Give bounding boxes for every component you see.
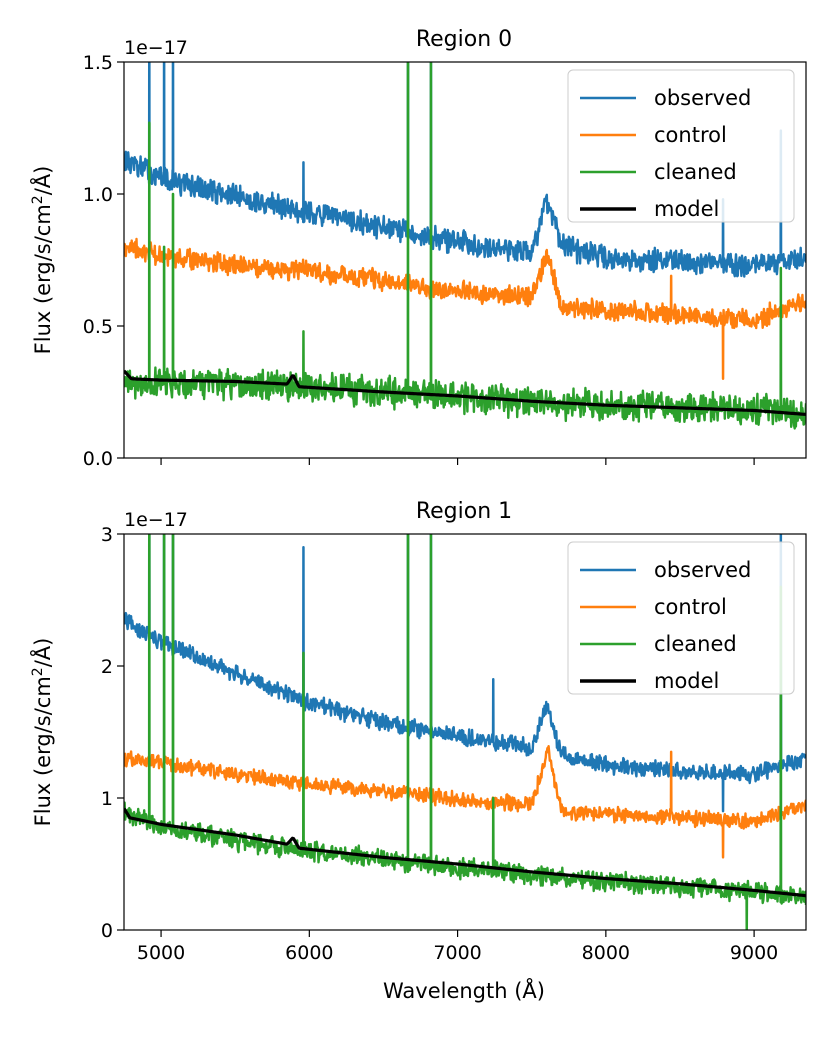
legend: observed control cleaned model [567,69,795,223]
y-axis-label-part: /Å) [29,166,55,196]
y-tick-label: 1 [101,788,113,810]
series-line-control [124,745,806,859]
panel-title: Region 1 [416,499,512,524]
legend-box [567,541,795,695]
x-tick-label: 5000 [137,942,185,964]
series-line-observed [124,534,806,813]
axes-frame [123,533,807,931]
legend-label-model: model [654,669,719,693]
legend-label-cleaned: cleaned [654,160,737,184]
y-tick-label: 0.0 [83,448,113,470]
x-tick-label: 9000 [730,942,778,964]
x-tick-label: 8000 [582,942,630,964]
legend: observed control cleaned model [567,541,795,695]
y-tick-label: 3 [101,524,113,546]
series-line-control [124,237,806,380]
legend-label-observed: observed [654,86,751,110]
y-axis-label-part: /Å) [29,638,55,668]
series-line-model [124,369,806,416]
legend-label-model: model [654,197,719,221]
y-tick-label: 0 [101,920,113,942]
panel-region-0: Region 0 1e−17 0.0 0.5 1.0 1.5 observed cont… [29,27,807,470]
y-axis-label-part: Flux (erg/s/cm [31,676,55,826]
offset-text: 1e−17 [124,509,188,531]
legend-label-cleaned: cleaned [654,632,737,656]
y-tick-label: 1.0 [83,184,113,206]
x-tick-label: 6000 [285,942,333,964]
axes: 0.0 0.5 1.0 1.5 [83,52,807,470]
series-line-observed [124,62,806,278]
y-tick-label: 1.5 [83,52,113,74]
plot-area [124,534,806,930]
series-layer [124,62,806,430]
plot-area [124,62,806,430]
axes: 5000 6000 7000 8000 9000 0 1 2 3 [101,524,807,964]
series-line-cleaned [124,62,806,430]
series-layer [124,534,806,930]
legend-label-control: control [654,123,727,147]
axes-frame [123,61,807,459]
panel-title: Region 0 [416,27,512,52]
x-axis-label: Wavelength (Å) [383,977,545,1003]
legend-box [567,69,795,223]
x-tick-label: 7000 [433,942,481,964]
y-axis-label-superscript: 2 [30,195,46,204]
y-axis-label: Flux (erg/s/cm2/Å) [29,166,55,355]
legend-label-control: control [654,595,727,619]
panel-region-1: Region 1 1e−17 5000 6000 7000 8000 90000123 … [29,499,807,1003]
offset-text: 1e−17 [124,37,188,59]
series-line-model [124,807,806,898]
y-axis-label-superscript: 2 [30,667,46,676]
y-axis-label-part: Flux (erg/s/cm [31,204,55,354]
legend-label-observed: observed [654,558,751,582]
y-axis-label: Flux (erg/s/cm2/Å) [29,638,55,827]
y-tick-label: 2 [101,656,113,678]
y-tick-label: 0.5 [83,316,113,338]
